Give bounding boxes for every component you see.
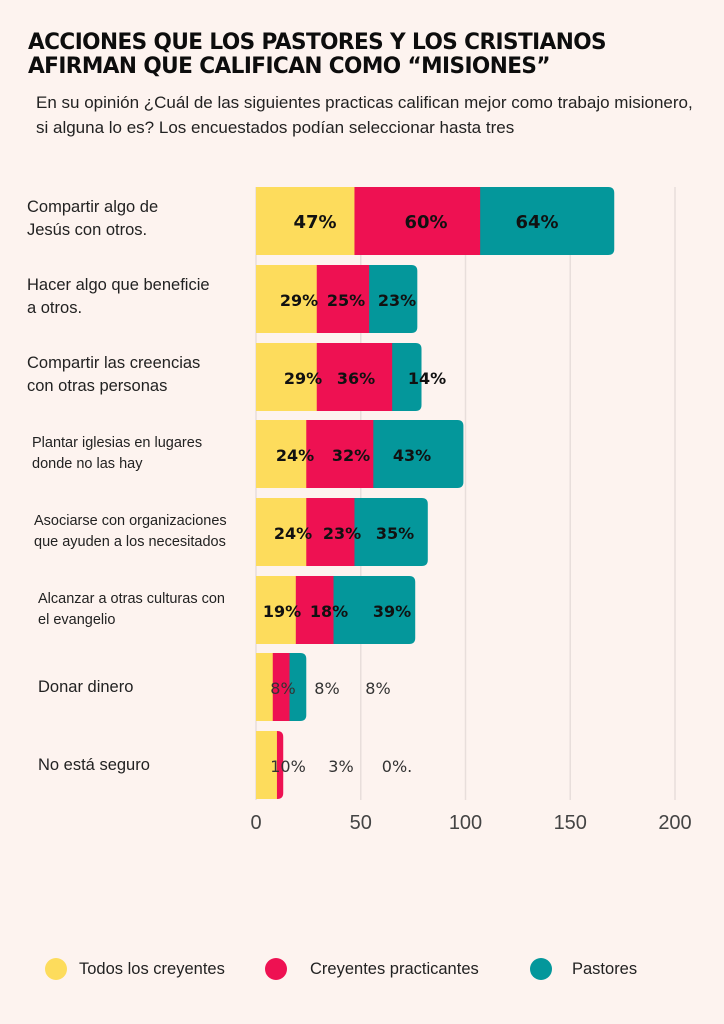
bar-segment-practicantes [306, 420, 374, 488]
category-label: Donar dinero [38, 677, 134, 696]
bar-segment-todos [256, 576, 297, 644]
category-label: Alcanzar a otras culturas con el evangel… [38, 591, 225, 628]
bar-group-row-3: 29% 36% 14% [256, 343, 446, 411]
bar-segment-practicantes [316, 265, 370, 333]
bar-segment-practicantes [354, 187, 481, 255]
chart-title-line-2: AFIRMAN QUE CALIFICAN COMO “MISIONES” [28, 53, 551, 79]
bar-group-row-6: 19% 18% 39% [256, 576, 416, 644]
bar-segment-pastores [392, 343, 422, 411]
data-label-pastores: 35% [376, 524, 414, 543]
data-label-todos: 24% [276, 446, 314, 465]
bar-group-row-4: 24% 32% 43% [256, 420, 464, 488]
bar-segment-pastores [354, 498, 428, 566]
data-label-pastores: 8% [365, 679, 390, 698]
legend-dot-pastores-icon [530, 958, 552, 980]
data-label-practicantes: 8% [314, 679, 339, 698]
category-label: Hacer algo que beneficie a otros. [27, 276, 210, 317]
category-label: Compartir las creencias con otras person… [27, 354, 201, 395]
legend-label-pastores: Pastores [572, 959, 638, 978]
bar-group-row-5: 24% 23% 35% [256, 498, 428, 566]
data-label-todos: 10% [270, 757, 306, 776]
category-label: Asociarse con organizaciones que ayuden … [34, 513, 227, 550]
bar-segment-todos [256, 498, 307, 566]
x-tick-label-150: 150 [553, 812, 587, 834]
category-label: No está seguro [38, 755, 150, 774]
chart-subtitle: En su opinión ¿Cuál de las siguientes pr… [36, 93, 693, 137]
category-label: Compartir algo de Jesús con otros. [27, 198, 159, 239]
legend-item-pastores: Pastores [530, 958, 637, 980]
data-label-practicantes: 60% [404, 212, 447, 233]
data-label-todos: 29% [284, 369, 322, 388]
data-label-pastores: 39% [373, 602, 411, 621]
bar-segment-todos [256, 343, 318, 411]
data-label-todos: 29% [280, 291, 318, 310]
bar-segment-todos [256, 653, 274, 721]
legend-dot-practicantes-icon [265, 958, 287, 980]
chart-title: ACCIONES QUE LOS PASTORES Y LOS CRISTIAN… [28, 29, 607, 79]
bar-segment-practicantes [276, 731, 284, 799]
data-label-todos: 19% [263, 602, 301, 621]
data-label-pastores: 0%. [382, 757, 412, 776]
x-tick-label-100: 100 [448, 812, 483, 834]
bar-segment-pastores [480, 187, 615, 255]
legend: Todos los creyentes Creyentes practicant… [0, 958, 724, 988]
legend-label-practicantes: Creyentes practicantes [310, 959, 479, 978]
bar-segment-pastores [373, 420, 464, 488]
data-label-todos: 47% [293, 212, 336, 233]
data-label-pastores: 43% [393, 446, 431, 465]
x-tick-label-50: 50 [349, 812, 372, 834]
bar-segment-pastores [333, 576, 416, 644]
legend-dot-todos-icon [45, 958, 67, 980]
x-tick-label-200: 200 [658, 812, 692, 834]
bar-segment-practicantes [306, 498, 355, 566]
bar-segment-practicantes [295, 576, 335, 644]
data-label-todos: 8% [270, 679, 295, 698]
data-label-pastores: 14% [408, 369, 446, 388]
bar-group-row-2: 29% 25% 23% [256, 265, 418, 333]
data-label-practicantes: 25% [327, 291, 365, 310]
data-label-practicantes: 23% [323, 524, 361, 543]
data-label-practicantes: 32% [332, 446, 370, 465]
data-label-todos: 24% [274, 524, 312, 543]
bar-segment-pastores [369, 265, 418, 333]
data-label-practicantes: 3% [328, 757, 353, 776]
data-label-pastores: 64% [515, 212, 558, 233]
bar-segment-pastores [289, 653, 307, 721]
chart-title-line-1: ACCIONES QUE LOS PASTORES Y LOS CRISTIAN… [28, 29, 607, 55]
bar-segment-practicantes [316, 343, 393, 411]
data-label-practicantes: 18% [310, 602, 348, 621]
legend-item-practicantes: Creyentes practicantes [265, 958, 479, 980]
bar-group-row-1: 47% 60% 64% [256, 187, 615, 255]
bar-segment-todos [256, 187, 355, 255]
data-label-pastores: 23% [378, 291, 416, 310]
bar-segment-todos [256, 420, 307, 488]
bar-segment-todos [256, 731, 278, 799]
bar-group-row-7: 8% 8% 8% [256, 653, 391, 721]
bar-group-row-8: 10% 3% 0%. [256, 731, 412, 799]
bar-segment-todos [256, 265, 318, 333]
data-label-practicantes: 36% [337, 369, 375, 388]
x-tick-label-0: 0 [250, 812, 262, 834]
legend-item-todos: Todos los creyentes [45, 958, 225, 980]
bar-segment-practicantes [272, 653, 291, 721]
legend-label-todos: Todos los creyentes [79, 959, 225, 978]
category-label: Plantar iglesias en lugares donde no las… [32, 435, 203, 472]
